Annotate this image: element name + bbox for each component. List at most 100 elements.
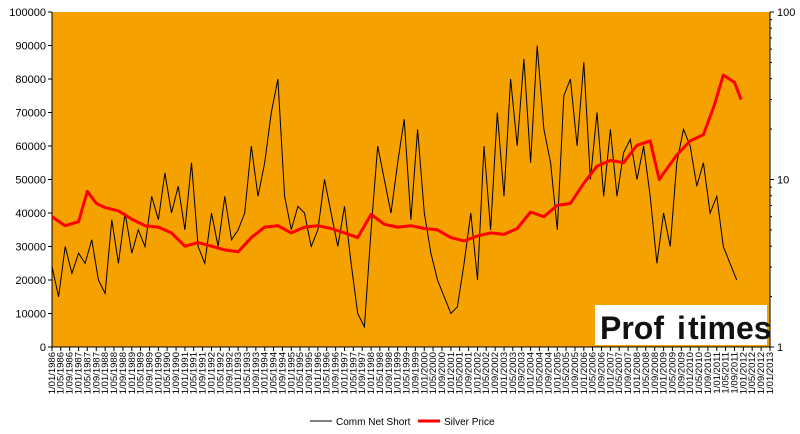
x-tick-label: 1/01/1999	[393, 352, 404, 394]
x-tick-label: 1/05/2001	[455, 352, 466, 394]
x-tick-label: 1/09/1996	[331, 352, 342, 394]
x-tick-label: 1/01/1989	[127, 352, 138, 394]
x-tick-label: 1/05/1989	[136, 352, 147, 394]
x-tick-label: 1/05/2003	[508, 352, 519, 394]
x-tick-label: 1/05/2012	[747, 352, 758, 394]
x-tick-label: 1/01/1996	[313, 352, 324, 394]
x-tick-label: 1/09/2006	[597, 352, 608, 394]
x-tick-label: 1/05/1995	[295, 352, 306, 394]
x-tick-label: 1/09/1998	[384, 352, 395, 394]
x-tick-label: 1/05/2011	[721, 352, 732, 394]
x-tick-label: 1/09/2005	[570, 352, 581, 394]
x-tick-label: 1/05/1993	[242, 352, 253, 394]
right-tick-label: 100	[777, 7, 795, 19]
x-tick-label: 1/05/1996	[322, 352, 333, 394]
x-tick-label: 1/01/2012	[738, 352, 749, 394]
x-tick-label: 1/01/1998	[366, 352, 377, 394]
x-tick-label: 1/01/2008	[632, 352, 643, 394]
x-tick-label: 1/05/1990	[162, 352, 173, 394]
x-tick-label: 1/05/1997	[348, 352, 359, 394]
x-tick-label: 1/09/1986	[65, 352, 76, 394]
x-tick-label: 1/05/1987	[82, 352, 93, 394]
watermark-text-part1: Prof	[600, 310, 664, 346]
x-tick-label: 1/09/1991	[198, 352, 209, 394]
left-tick-label: 20000	[15, 275, 46, 287]
watermark-text-part2: times	[688, 310, 772, 346]
right-axis: 1 10 100	[769, 7, 795, 354]
x-tick-label: 1/01/2001	[446, 352, 457, 394]
x-tick-label: 1/01/2002	[472, 352, 483, 394]
x-tick-label: 1/09/2008	[650, 352, 661, 394]
right-tick-label: 1	[777, 342, 783, 354]
x-tick-label: 1/09/1989	[144, 352, 155, 394]
x-tick-label: 1/05/1994	[268, 352, 279, 394]
x-tick-label: 1/09/2002	[490, 352, 501, 394]
x-tick-label: 1/01/1992	[207, 352, 218, 394]
x-tick-label: 1/01/1994	[260, 352, 271, 394]
x-tick-label: 1/09/2007	[623, 352, 634, 394]
x-tick-label: 1/01/2007	[605, 352, 616, 394]
x-tick-label: 1/09/2004	[543, 352, 554, 394]
x-tick-label: 1/01/2003	[499, 352, 510, 394]
left-axis: 0 10000 20000 30000 40000 50000 60000 70000 8000…	[9, 7, 53, 354]
left-tick-label: 30000	[15, 242, 46, 254]
x-tick-label: 1/01/1986	[47, 352, 58, 394]
x-tick-label: 1/09/1987	[91, 352, 102, 394]
x-tick-label: 1/09/1990	[171, 352, 182, 394]
x-tick-label: 1/05/2002	[481, 352, 492, 394]
x-tick-label: 1/05/2009	[667, 352, 678, 394]
x-tick-label: 1/09/2009	[676, 352, 687, 394]
x-tick-label: 1/05/1992	[215, 352, 226, 394]
left-tick-label: 10000	[15, 309, 46, 321]
x-tick-label: 1/09/2012	[756, 352, 767, 394]
x-tick-label: 1/01/1997	[340, 352, 351, 394]
left-tick-label: 70000	[15, 108, 46, 120]
series-line-silver-price	[51, 73, 743, 254]
x-tick-label: 1/01/2013	[765, 352, 776, 394]
plot-area	[52, 12, 770, 347]
left-tick-label: 100000	[9, 7, 46, 19]
x-tick-label: 1/09/2011	[729, 352, 740, 394]
x-tick-label: 1/09/1993	[251, 352, 262, 394]
x-tick-label: 1/05/1991	[189, 352, 200, 394]
x-tick-label: 1/09/2010	[703, 352, 714, 394]
x-tick-label: 1/05/1986	[56, 352, 67, 394]
legend-label-silver-price: Silver Price	[444, 417, 495, 428]
x-tick-label: 1/01/2006	[579, 352, 590, 394]
x-tick-label: 1/05/1999	[401, 352, 412, 394]
x-tick-label: 1/09/1994	[277, 352, 288, 394]
x-tick-label: 1/09/2003	[517, 352, 528, 394]
legend: Comm Net Short Silver Price	[310, 417, 495, 428]
x-tick-label: 1/01/2011	[712, 352, 723, 394]
left-tick-label: 50000	[15, 175, 46, 187]
x-tick-label: 1/09/1995	[304, 352, 315, 394]
x-tick-label: 1/09/1992	[224, 352, 235, 394]
x-tick-label: 1/05/1988	[109, 352, 120, 394]
left-tick-label: 60000	[15, 141, 46, 153]
x-tick-label: 1/05/2010	[694, 352, 705, 394]
x-tick-label: 1/05/2006	[588, 352, 599, 394]
x-tick-label: 1/05/1998	[375, 352, 386, 394]
x-tick-label: 1/01/2010	[685, 352, 696, 394]
right-tick-label: 10	[777, 175, 789, 187]
x-tick-label: 1/01/2000	[419, 352, 430, 394]
x-tick-label: 1/01/1988	[100, 352, 111, 394]
x-tick-label: 1/09/1997	[357, 352, 368, 394]
x-tick-label: 1/01/2009	[659, 352, 670, 394]
x-tick-label: 1/05/2005	[561, 352, 572, 394]
x-axis: 1/01/19861/05/19861/09/19861/01/19871/05…	[47, 346, 776, 394]
x-tick-label: 1/09/1999	[410, 352, 421, 394]
x-tick-label: 1/01/1987	[74, 352, 85, 394]
x-tick-label: 1/05/2004	[534, 352, 545, 394]
watermark-text-i: i	[677, 310, 686, 346]
x-tick-label: 1/05/2008	[641, 352, 652, 394]
x-tick-label: 1/01/1993	[233, 352, 244, 394]
x-tick-label: 1/01/1995	[286, 352, 297, 394]
x-tick-label: 1/01/1990	[153, 352, 164, 394]
left-tick-label: 80000	[15, 74, 46, 86]
x-tick-label: 1/01/2005	[552, 352, 563, 394]
x-tick-label: 1/01/1991	[180, 352, 191, 394]
left-tick-label: 90000	[15, 41, 46, 53]
